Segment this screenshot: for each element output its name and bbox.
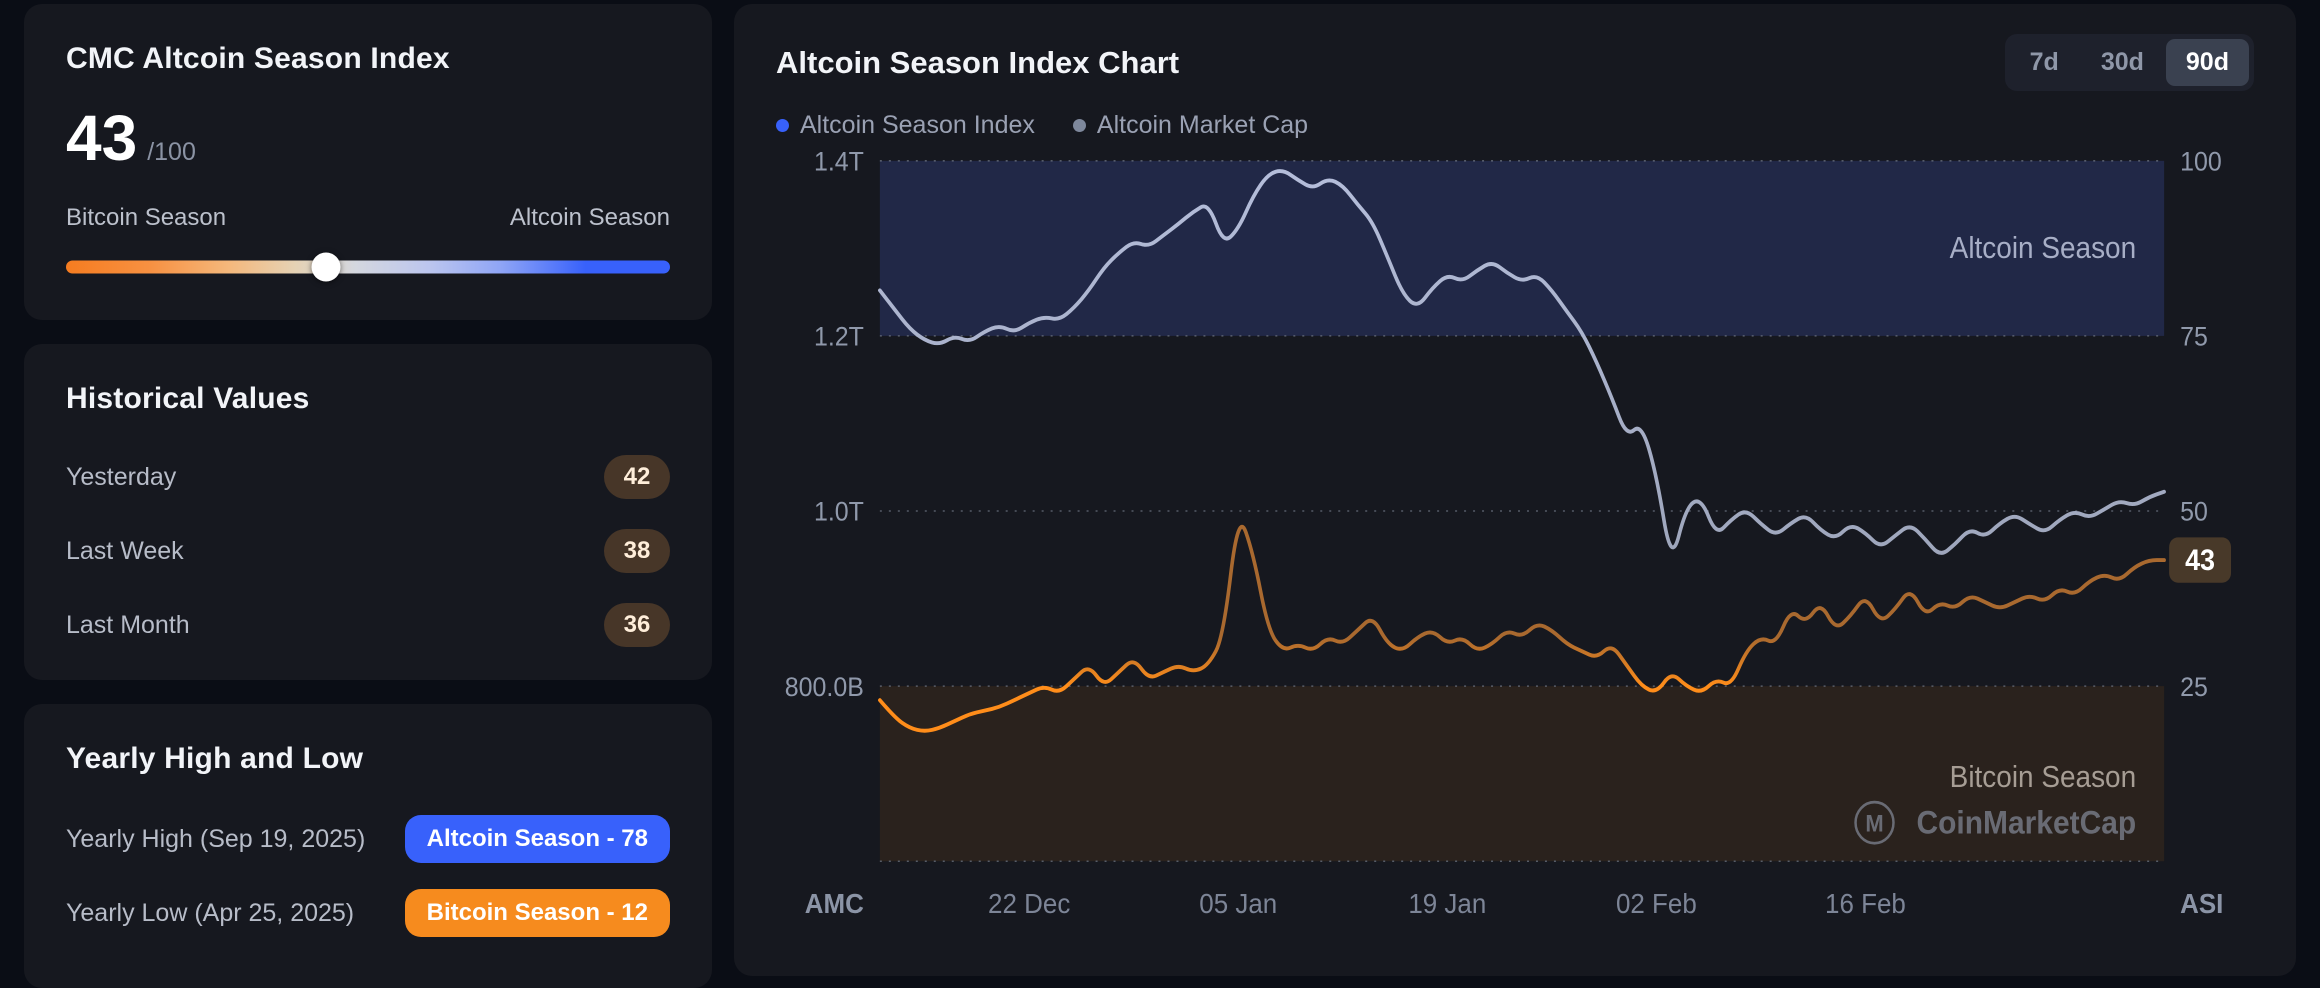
historical-value-badge: 36 xyxy=(604,603,670,647)
bitcoin-season-label: Bitcoin Season xyxy=(66,204,227,231)
svg-text:CoinMarketCap: CoinMarketCap xyxy=(1917,804,2137,840)
season-labels: Bitcoin Season Altcoin Season xyxy=(66,204,670,232)
x-axis-label: 22 Dec xyxy=(988,888,1070,919)
range-button-90d[interactable]: 90d xyxy=(2165,39,2249,86)
right-axis-label: 25 xyxy=(2180,671,2208,702)
yearly-low-badge: Bitcoin Season - 12 xyxy=(404,889,670,937)
left-axis-label: 800.0B xyxy=(785,671,864,702)
yearly-high-label: Yearly High (Sep 19, 2025) xyxy=(66,824,366,853)
yearly-high-row: Yearly High (Sep 19, 2025) Altcoin Seaso… xyxy=(66,802,670,876)
historical-row: Last Week 38 xyxy=(66,514,670,588)
x-axis-label: 19 Jan xyxy=(1408,888,1486,919)
altcoin-season-band-label: Altcoin Season xyxy=(1950,232,2136,265)
historical-value-badge: 38 xyxy=(604,529,670,573)
current-value-badge xyxy=(2169,537,2232,583)
chart-area: 1.4T 1.2T 1.0T 800.0B 100 75 50 25 AMC ASI 22 Dec 0… xyxy=(776,150,2254,952)
yearly-low-row: Yearly Low (Apr 25, 2025) Bitcoin Season… xyxy=(66,876,670,950)
left-axis-title: AMC xyxy=(805,888,864,919)
slider-knob xyxy=(311,252,341,282)
historical-label: Yesterday xyxy=(66,462,177,491)
band-altcoin-season xyxy=(879,160,2165,336)
historical-card-title: Historical Values xyxy=(66,382,310,415)
right-axis-label: 100 xyxy=(2180,150,2222,177)
index-score: 43 /100 xyxy=(66,106,670,170)
season-index-slider xyxy=(66,252,670,282)
legend-label: Altcoin Season Index xyxy=(800,111,1035,139)
historical-values-card: Historical Values Yesterday 42 Last Week… xyxy=(24,344,712,680)
index-max: /100 xyxy=(147,138,196,166)
legend-item-altcoin-market-cap[interactable]: Altcoin Market Cap xyxy=(1072,111,1309,140)
index-card-title: CMC Altcoin Season Index xyxy=(66,42,450,75)
left-axis-label: 1.4T xyxy=(814,150,864,177)
yearly-high-badge: Altcoin Season - 78 xyxy=(404,815,670,863)
legend-dot-icon xyxy=(1072,119,1086,132)
legend-dot-icon xyxy=(776,119,789,132)
historical-value-badge: 42 xyxy=(604,455,670,499)
historical-label: Last Month xyxy=(66,610,190,639)
svg-text:M: M xyxy=(1865,810,1883,837)
left-axis-label: 1.2T xyxy=(814,321,864,352)
chart-canvas[interactable]: 1.4T 1.2T 1.0T 800.0B 100 75 50 25 AMC ASI 22 Dec 0… xyxy=(776,150,2254,952)
range-button-7d[interactable]: 7d xyxy=(2010,39,2079,86)
chart-header: Altcoin Season Index Chart 7d 30d 90d xyxy=(776,34,2254,91)
yearly-high-low-card: Yearly High and Low Yearly High (Sep 19,… xyxy=(24,704,712,988)
yearly-rows: Yearly High (Sep 19, 2025) Altcoin Seaso… xyxy=(66,802,670,950)
slider-track xyxy=(66,260,670,274)
x-axis-label: 16 Feb xyxy=(1825,888,1906,919)
yearly-low-label: Yearly Low (Apr 25, 2025) xyxy=(66,898,355,927)
index-value: 43 xyxy=(66,102,138,174)
right-axis-label: 50 xyxy=(2180,496,2208,527)
bitcoin-season-band-label: Bitcoin Season xyxy=(1950,761,2136,794)
x-axis-label: 05 Jan xyxy=(1199,888,1277,919)
legend-label: Altcoin Market Cap xyxy=(1096,111,1309,139)
range-button-30d[interactable]: 30d xyxy=(2081,39,2164,86)
historical-row: Last Month 36 xyxy=(66,588,670,662)
series-line-altcoin-season-index xyxy=(878,524,2166,733)
series-line-altcoin-market-cap xyxy=(878,169,2166,555)
yearly-card-title: Yearly High and Low xyxy=(66,742,364,775)
altcoin-season-label: Altcoin Season xyxy=(509,204,670,231)
sidebar: CMC Altcoin Season Index 43 /100 Bitcoin… xyxy=(24,4,712,988)
current-value-badge-text: 43 xyxy=(2185,544,2215,576)
right-axis-label: 75 xyxy=(2180,321,2208,352)
legend-item-altcoin-season-index[interactable]: Altcoin Season Index xyxy=(776,111,1035,140)
x-axis-label: 02 Feb xyxy=(1616,888,1697,919)
historical-rows: Yesterday 42 Last Week 38 Last Month 36 xyxy=(66,440,670,662)
coinmarketcap-logo-icon xyxy=(1854,800,1895,845)
chart-card: Altcoin Season Index Chart 7d 30d 90d Al… xyxy=(734,4,2296,976)
historical-label: Last Week xyxy=(66,536,184,565)
coinmarketcap-watermark: M CoinMarketCap xyxy=(1854,800,2137,845)
range-selector: 7d 30d 90d xyxy=(2004,34,2254,91)
band-bitcoin-season xyxy=(879,686,2165,862)
altcoin-index-card: CMC Altcoin Season Index 43 /100 Bitcoin… xyxy=(24,4,712,320)
chart-title: Altcoin Season Index Chart xyxy=(776,44,1180,80)
left-axis-label: 1.0T xyxy=(814,496,864,527)
historical-row: Yesterday 42 xyxy=(66,440,670,514)
chart-legend: Altcoin Season Index Altcoin Market Cap xyxy=(776,111,2254,140)
right-axis-title: ASI xyxy=(2180,888,2223,919)
